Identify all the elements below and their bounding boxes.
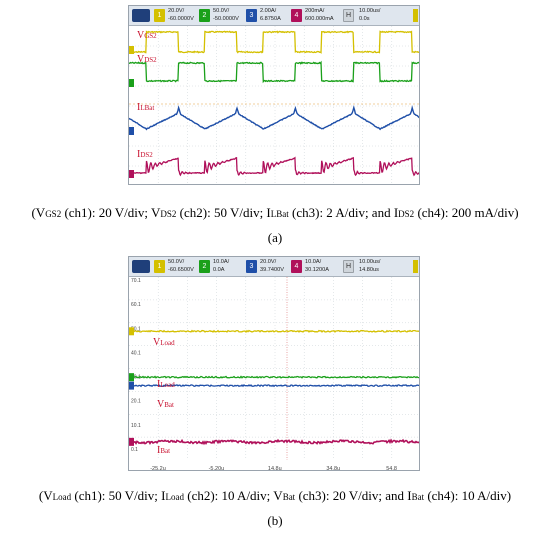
panel-label-b: (b) xyxy=(267,513,283,528)
label-ilbat: ILBat xyxy=(137,102,154,113)
label-vds2: VDS2 xyxy=(137,54,157,65)
label-ids2: IDS2 xyxy=(137,149,153,160)
channel-4-marker xyxy=(129,170,134,178)
trigger-indicator xyxy=(413,260,418,273)
timebase-readout[interactable]: 10.00us/ 14.80us xyxy=(359,259,380,274)
scope-header-a: 1 20.0V/-60.0000V 2 50.0V/-50.0000V 3 2.… xyxy=(129,6,419,26)
timebase-scale: 10.00us/ xyxy=(359,8,381,14)
channel-2-offset: 0.0A xyxy=(213,266,225,273)
channel-4-badge: 4 xyxy=(291,9,302,22)
x-tick-label: -25.2u xyxy=(150,466,166,471)
trace-ibat xyxy=(129,438,419,446)
caption-a: (VGS2 (ch1): 20 V/div; VDS2 (ch2): 50 V/… xyxy=(31,205,519,220)
channel-3-badge: 3 xyxy=(246,9,257,22)
channel-1-scale: 50.0V/ xyxy=(168,259,185,265)
channel-2-scale: 50.0V/ xyxy=(213,8,230,14)
x-tick-label: 54.8 xyxy=(386,466,397,471)
channel-3-offset: 6.8750A xyxy=(260,15,281,22)
channel-3-marker xyxy=(129,381,134,390)
menu-icon[interactable] xyxy=(132,9,150,22)
channel-4-scale: 10.0A/ xyxy=(305,259,322,265)
trace-ilbat xyxy=(129,105,419,131)
y-tick-label: 60.1 xyxy=(131,302,141,308)
channel-1-scale: 20.0V/ xyxy=(168,8,185,14)
trace-vgs2 xyxy=(129,30,419,54)
label-vbat: VBat xyxy=(157,399,174,410)
timebase-delay: 0.0s xyxy=(359,15,370,22)
panel-label-a: (a) xyxy=(267,230,283,245)
channel-4-badge: 4 xyxy=(291,260,302,273)
channel-1-badge: 1 xyxy=(154,260,165,273)
trace-vds2 xyxy=(129,60,419,84)
x-tick-label: 14.8u xyxy=(268,466,282,471)
channel-4-offset: 30.1200A xyxy=(305,266,329,273)
channel-3-scale: 20.0V/ xyxy=(260,259,277,265)
timebase-delay: 14.80us xyxy=(359,266,379,273)
channel-2-marker xyxy=(129,373,134,382)
trace-ids2 xyxy=(129,156,419,177)
trace-iload xyxy=(129,375,419,379)
horizontal-button[interactable]: H xyxy=(343,260,354,273)
channel-3-marker xyxy=(129,127,134,135)
y-tick-label: 40.1 xyxy=(131,350,141,356)
channel-4-marker xyxy=(129,437,134,446)
channel-1-marker xyxy=(129,46,134,54)
y-tick-label: 20.1 xyxy=(131,399,141,405)
channel-2-scale: 10.0A/ xyxy=(213,259,230,265)
channel-1-offset: -60.0000V xyxy=(168,15,194,22)
scope-header-b: 1 50.0V/-60.6500V 2 10.0A/0.0A 3 20.0V/3… xyxy=(129,257,419,277)
channel-1-offset: -60.6500V xyxy=(168,266,194,273)
x-tick-label: -5.20u xyxy=(209,466,225,471)
y-tick-label: 70.1 xyxy=(131,278,141,284)
label-vgs2: VGS2 xyxy=(137,30,157,41)
menu-icon[interactable] xyxy=(132,260,150,273)
y-tick-label: 30.1 xyxy=(131,375,141,381)
channel-4-offset: 600.000mA xyxy=(305,15,334,22)
channel-2-marker xyxy=(129,79,134,87)
y-tick-label: 50.1 xyxy=(131,326,141,332)
y-tick-label: 10.1 xyxy=(131,423,141,429)
caption-b: (VLoad (ch1): 50 V/div; ILoad (ch2): 10 … xyxy=(38,488,512,503)
channel-3-scale: 2.00A/ xyxy=(260,8,277,14)
oscilloscope-panel-a: 1 20.0V/-60.0000V 2 50.0V/-50.0000V 3 2.… xyxy=(128,5,420,185)
waveform-display-b: 70.1 60.1 50.1 40.1 30.1 20.1 10.1 0.1 -25.2u -5.… xyxy=(129,277,419,471)
horizontal-button[interactable]: H xyxy=(343,9,354,22)
channel-4-scale: 200mA/ xyxy=(305,8,325,14)
channel-2-badge: 2 xyxy=(199,9,210,22)
channel-2-badge: 2 xyxy=(199,260,210,273)
label-ibat: IBat xyxy=(157,445,170,456)
label-iload: ILoad xyxy=(157,379,175,390)
channel-1-marker xyxy=(129,327,134,336)
graticule xyxy=(129,26,419,184)
trace-vload xyxy=(129,329,419,333)
waveform-display-a: VGS2 VDS2 ILBat IDS2 xyxy=(129,26,419,184)
graticule xyxy=(129,277,419,460)
channel-3-offset: 39.7400V xyxy=(260,266,284,273)
y-tick-label: 0.1 xyxy=(131,447,138,453)
x-tick-label: 34.8u xyxy=(326,466,340,471)
channel-2-offset: -50.0000V xyxy=(213,15,239,22)
timebase-readout[interactable]: 10.00us/ 0.0s xyxy=(359,8,380,23)
channel-1-badge: 1 xyxy=(154,9,165,22)
label-vload: VLoad xyxy=(153,337,175,348)
timebase-scale: 10.00us/ xyxy=(359,259,381,265)
trace-vbat xyxy=(129,383,419,388)
trigger-indicator xyxy=(413,9,418,22)
channel-3-badge: 3 xyxy=(246,260,257,273)
oscilloscope-panel-b: 1 50.0V/-60.6500V 2 10.0A/0.0A 3 20.0V/3… xyxy=(128,256,420,471)
